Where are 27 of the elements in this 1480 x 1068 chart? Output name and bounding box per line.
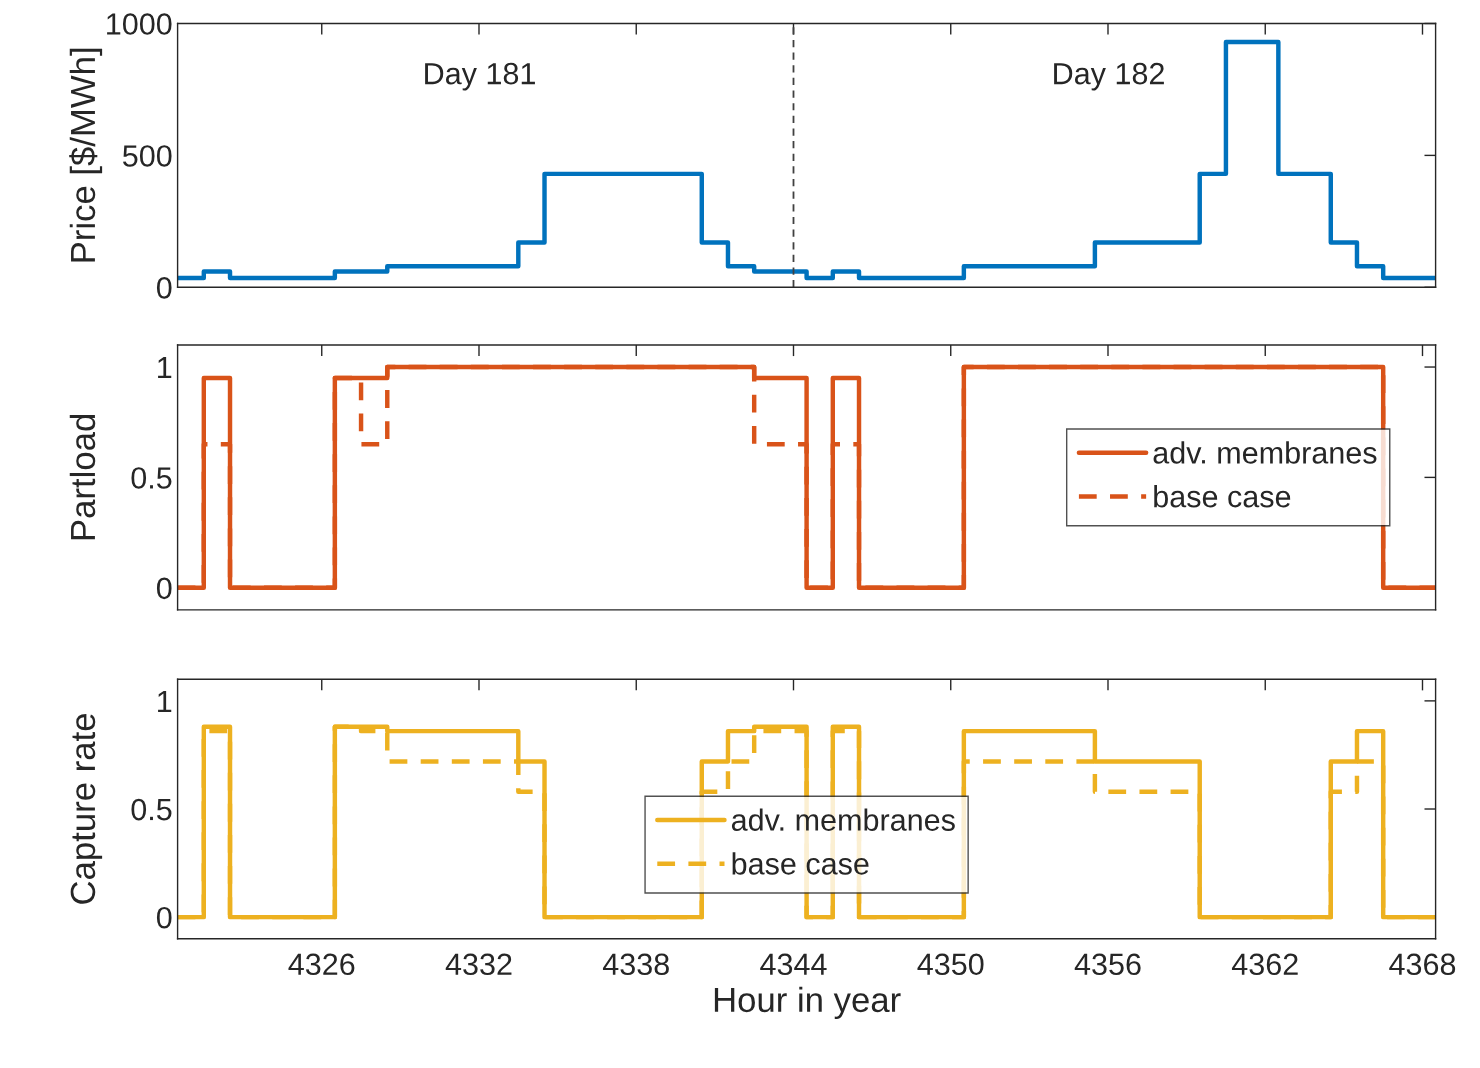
y-axis-title: Partload [69, 414, 96, 540]
y-tick-label: 0 [156, 906, 172, 929]
y-tick-label: 500 [122, 145, 172, 167]
legend-label: adv. membranes [731, 808, 955, 831]
x-tick-label: 4368 [1389, 953, 1456, 976]
y-tick-label: 0.5 [131, 798, 172, 821]
y-axis-title: Capture rate [70, 714, 103, 904]
legend-label: adv. membranes [1153, 441, 1377, 464]
y-tick-label: 1000 [107, 13, 172, 35]
legend-label: base case [732, 852, 869, 875]
annotation: Day 181 [425, 62, 535, 91]
y-axis-title: Price [$/MWh] [69, 48, 103, 262]
annotation: Day 182 [1054, 62, 1164, 91]
x-tick-label: 4344 [760, 953, 827, 976]
x-tick-label: 4362 [1231, 953, 1298, 976]
y-tick-label: 0 [156, 577, 172, 600]
y-tick-label: 0.5 [131, 467, 172, 489]
y-tick-label: 1 [158, 357, 172, 379]
x-tick-label: 4332 [445, 953, 512, 976]
y-tick-label: 0 [156, 277, 172, 299]
legend-label: base case [1154, 485, 1291, 508]
x-tick-label: 4350 [917, 953, 984, 976]
x-tick-label: 4338 [602, 953, 669, 976]
x-tick-label: 4326 [288, 953, 355, 976]
x-axis-title: Hour in year [714, 986, 901, 1020]
x-tick-label: 4356 [1074, 953, 1141, 976]
y-tick-label: 1 [158, 690, 172, 712]
